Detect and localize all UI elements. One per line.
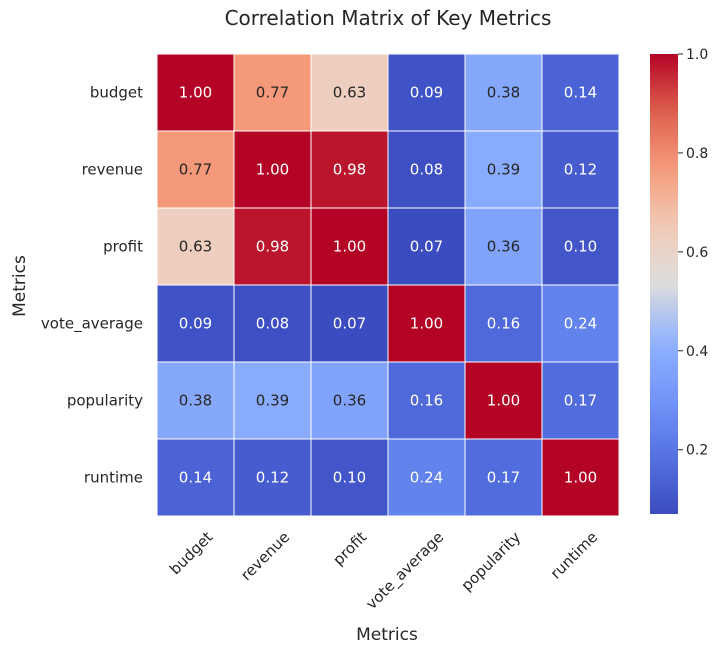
heatmap-cell-popularity-popularity	[464, 361, 543, 440]
heatmap-cell-value: 0.07	[333, 315, 366, 333]
heatmap-cell-runtime-budget	[156, 438, 235, 517]
heatmap-cell-profit-popularity	[464, 207, 543, 286]
heatmap-cell-runtime-popularity	[464, 438, 543, 517]
heatmap-cell-popularity-profit	[310, 361, 389, 440]
heatmap-cell-value: 1.00	[410, 315, 443, 333]
heatmap-cell-value: 0.14	[179, 469, 212, 487]
heatmap-cell-profit-budget	[156, 207, 235, 286]
y-tick-label: profit	[103, 238, 143, 256]
heatmap-cell-value: 0.39	[256, 392, 289, 410]
heatmap-cell-value: 0.24	[410, 469, 443, 487]
heatmap-cell-value: 0.63	[179, 238, 212, 256]
heatmap-cell-value: 0.16	[487, 315, 520, 333]
heatmap-cell-budget-runtime	[541, 53, 620, 132]
colorbar-tick-label: 1.0	[686, 47, 708, 63]
x-tick-label: profit	[329, 528, 370, 569]
colorbar	[650, 54, 678, 514]
heatmap-cell-runtime-runtime	[541, 438, 620, 517]
heatmap-cell-value: 0.98	[333, 161, 366, 179]
heatmap-cell-value: 0.17	[487, 469, 520, 487]
heatmap-cell-labels: 1.00 0.77 0.63 0.09 0.38 0.14 0.77 1.00 0.98 0.08…	[179, 84, 597, 487]
x-tick-label: revenue	[237, 528, 293, 584]
colorbar-tick-label: 0.6	[686, 245, 708, 261]
heatmap-cell-value: 1.00	[256, 161, 289, 179]
heatmap-cell-value: 0.12	[564, 161, 597, 179]
colorbar-tick-label: 0.8	[686, 146, 708, 162]
heatmap-cell-vote_average-vote_average	[387, 284, 466, 363]
y-axis-tick-labels: budget revenue profit vote_average popularit…	[41, 84, 143, 487]
y-tick-label: runtime	[84, 469, 143, 487]
colorbar-tick-label: 0.2	[686, 443, 708, 459]
heatmap-cell-value: 0.36	[333, 392, 366, 410]
heatmap-cell-vote_average-popularity	[464, 284, 543, 363]
heatmap-cell-value: 0.08	[410, 161, 443, 179]
heatmap-cell-vote_average-runtime	[541, 284, 620, 363]
heatmap-cell-budget-budget	[156, 53, 235, 132]
heatmap-cell-value: 0.10	[333, 469, 366, 487]
heatmap-cell-budget-vote_average	[387, 53, 466, 132]
heatmap-cell-value: 0.38	[179, 392, 212, 410]
heatmap-cell-vote_average-revenue	[233, 284, 312, 363]
colorbar-tick-labels: 0.2 0.4 0.6 0.8 1.0	[678, 47, 708, 459]
x-tick-label: vote_average	[362, 528, 448, 614]
heatmap-cell-profit-revenue	[233, 207, 312, 286]
heatmap-cell-profit-vote_average	[387, 207, 466, 286]
heatmap-cell-popularity-vote_average	[387, 361, 466, 440]
heatmap-cell-budget-revenue	[233, 53, 312, 132]
y-tick-label: vote_average	[41, 315, 143, 334]
heatmap-cell-vote_average-budget	[156, 284, 235, 363]
heatmap-cell-value: 0.77	[179, 161, 212, 179]
heatmap-cell-value: 0.10	[564, 238, 597, 256]
heatmap-cell-popularity-budget	[156, 361, 235, 440]
x-axis-label: Metrics	[356, 625, 418, 645]
heatmap-cell-value: 0.39	[487, 161, 520, 179]
heatmap-cell-value: 0.77	[256, 84, 289, 102]
heatmap-cell-value: 0.17	[564, 392, 597, 410]
y-tick-label: budget	[90, 84, 143, 102]
x-tick-label: popularity	[458, 528, 525, 595]
heatmap-cell-vote_average-profit	[310, 284, 389, 363]
heatmap-cell-value: 0.36	[487, 238, 520, 256]
heatmap-cell-value: 0.09	[179, 315, 212, 333]
heatmap-cell-budget-profit	[310, 53, 389, 132]
heatmap-cell-runtime-vote_average	[387, 438, 466, 517]
x-tick-label: budget	[166, 528, 216, 578]
y-tick-label: popularity	[67, 392, 143, 410]
heatmap-cell-value: 1.00	[487, 392, 520, 410]
heatmap-cell-value: 0.98	[256, 238, 289, 256]
heatmap-cell-revenue-revenue	[233, 130, 312, 209]
colorbar-tick-label: 0.4	[686, 344, 708, 360]
heatmap-cell-value: 0.38	[487, 84, 520, 102]
heatmap-cell-value: 0.24	[564, 315, 597, 333]
heatmap-cell-value: 0.14	[564, 84, 597, 102]
heatmap-cell-value: 0.12	[256, 469, 289, 487]
heatmap-cell-value: 0.63	[333, 84, 366, 102]
heatmap-cell-value: 0.09	[410, 84, 443, 102]
heatmap-cell-popularity-runtime	[541, 361, 620, 440]
heatmap-cell-profit-runtime	[541, 207, 620, 286]
x-tick-label: runtime	[547, 528, 602, 583]
heatmap-cell-value: 1.00	[179, 84, 212, 102]
heatmap-cell-value: 1.00	[564, 469, 597, 487]
heatmap-cells	[156, 53, 620, 517]
heatmap-cell-value: 0.08	[256, 315, 289, 333]
heatmap-cell-value: 0.16	[410, 392, 443, 410]
heatmap-cell-revenue-vote_average	[387, 130, 466, 209]
chart-title: Correlation Matrix of Key Metrics	[225, 6, 552, 30]
heatmap-cell-budget-popularity	[464, 53, 543, 132]
y-tick-label: revenue	[82, 161, 143, 179]
y-axis-label: Metrics	[10, 255, 30, 317]
heatmap-cell-value: 1.00	[333, 238, 366, 256]
heatmap-cell-revenue-runtime	[541, 130, 620, 209]
heatmap-cell-value: 0.07	[410, 238, 443, 256]
